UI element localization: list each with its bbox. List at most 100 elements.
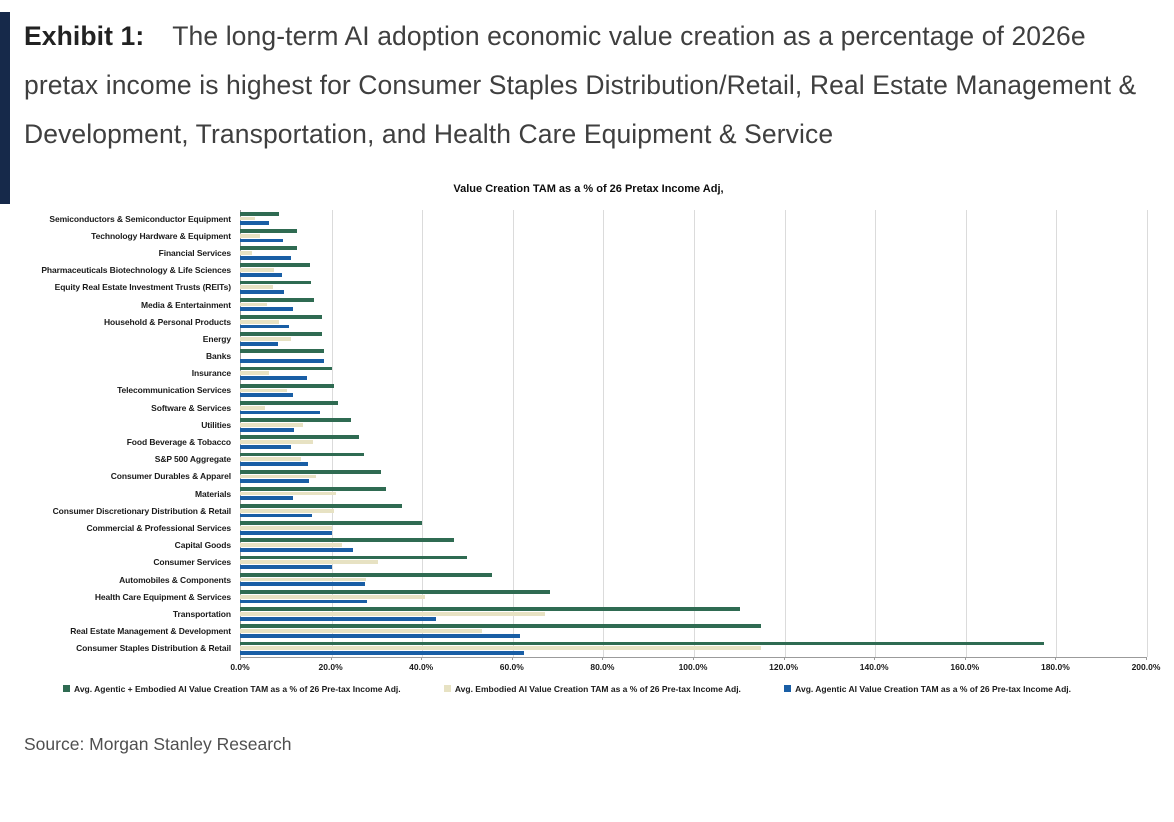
- bar-agentic-embodied: [240, 332, 322, 336]
- bar-agentic-embodied: [240, 297, 314, 302]
- bar-embodied: [240, 594, 425, 599]
- gridline: [1147, 210, 1148, 657]
- bar-row: Pharmaceuticals Biotechnology & Life Sci…: [30, 262, 1147, 279]
- bar-embodied: [240, 560, 378, 565]
- bar-group: [240, 554, 1146, 571]
- exhibit-header: Exhibit 1: The long-term AI adoption econ…: [0, 0, 1174, 204]
- bar-row: Household & Personal Products: [30, 313, 1147, 330]
- bar-agentic: [240, 410, 320, 415]
- x-tick-label: 140.0%: [859, 661, 889, 672]
- bar-row: Consumer Services: [30, 554, 1147, 571]
- bar-embodied: [240, 302, 268, 307]
- category-label: Banks: [205, 351, 231, 362]
- bar-agentic-embodied: [240, 435, 359, 440]
- category-label: Health Care Equipment & Services: [94, 591, 231, 602]
- category-label: Financial Services: [158, 247, 231, 258]
- category-label: Automobiles & Components: [119, 574, 231, 585]
- bar-row: Health Care Equipment & Services: [30, 588, 1147, 605]
- bar-agentic: [240, 273, 283, 277]
- legend-item-agentic: Avg. Agentic AI Value Creation TAM as a …: [784, 684, 1071, 694]
- bar-embodied: [240, 233, 260, 238]
- bar-embodied: [240, 337, 292, 341]
- bar-row: Banks: [30, 348, 1147, 365]
- bar-rows: Semiconductors & Semiconductor Equipment…: [30, 210, 1147, 657]
- x-tick-mark: [511, 656, 513, 660]
- x-tick-label: 120.0%: [769, 661, 799, 672]
- category-label: Consumer Staples Distribution & Retail: [76, 643, 231, 654]
- bar-agentic-embodied: [240, 452, 365, 457]
- x-tick-mark: [964, 656, 966, 660]
- bar-agentic-embodied: [240, 263, 310, 268]
- legend-label: Avg. Agentic AI Value Creation TAM as a …: [795, 683, 1071, 694]
- category-label: S&P 500 Aggregate: [154, 454, 231, 465]
- legend-item-embodied: Avg. Embodied AI Value Creation TAM as a…: [443, 684, 741, 694]
- exhibit-title: Exhibit 1: The long-term AI adoption econ…: [24, 12, 1154, 159]
- bar-embodied: [240, 405, 265, 410]
- x-tick-mark: [330, 656, 332, 660]
- bar-group: [240, 416, 1146, 433]
- bar-embodied: [240, 251, 252, 255]
- bar-group: [240, 605, 1146, 622]
- category-label: Consumer Durables & Apparel: [110, 471, 231, 482]
- bar-agentic-embodied: [240, 383, 334, 388]
- bar-row: Telecommunication Services: [30, 382, 1147, 399]
- bar-embodied: [240, 543, 343, 548]
- x-tick-mark: [1146, 656, 1147, 660]
- x-tick-label: 180.0%: [1040, 661, 1070, 672]
- category-label: Equity Real Estate Investment Trusts (RE…: [54, 282, 231, 293]
- bar-row: Insurance: [30, 365, 1147, 382]
- bar-group: [240, 262, 1146, 279]
- x-tick-label: 160.0%: [950, 661, 980, 672]
- bar-agentic: [240, 393, 293, 398]
- bar-embodied: [240, 457, 302, 462]
- bar-group: [240, 433, 1146, 450]
- bar-agentic: [240, 307, 293, 312]
- bar-agentic: [240, 376, 307, 380]
- x-tick-mark: [693, 656, 694, 660]
- category-label: Consumer Discretionary Distribution & Re…: [52, 505, 231, 516]
- bar-group: [240, 502, 1146, 519]
- bar-agentic: [240, 462, 308, 466]
- x-tick-label: 40.0%: [409, 661, 434, 672]
- bar-embodied: [240, 285, 274, 290]
- bar-group: [240, 244, 1146, 261]
- bar-embodied: [240, 491, 337, 496]
- x-tick-label: 80.0%: [590, 661, 615, 672]
- bar-row: Commercial & Professional Services: [30, 519, 1147, 536]
- bar-group: [240, 468, 1146, 485]
- bar-agentic-embodied: [240, 469, 382, 474]
- x-tick-mark: [783, 656, 785, 660]
- bar-agentic: [240, 616, 436, 621]
- bar-row: Consumer Durables & Apparel: [30, 468, 1147, 485]
- chart-title: Value Creation TAM as a % of 26 Pretax I…: [453, 183, 724, 195]
- bar-agentic-embodied: [240, 349, 325, 354]
- bar-agentic-embodied: [240, 211, 280, 216]
- category-label: Transportation: [172, 608, 231, 619]
- bar-agentic: [240, 427, 295, 432]
- bar-group: [240, 451, 1146, 468]
- x-tick-label: 100.0%: [678, 661, 708, 672]
- bar-agentic: [240, 444, 292, 449]
- bar-agentic: [240, 582, 366, 587]
- bar-group: [240, 382, 1146, 399]
- category-label: Semiconductors & Semiconductor Equipment: [49, 213, 231, 224]
- source-text: Source: Morgan Stanley Research: [24, 733, 292, 754]
- bar-agentic-embodied: [240, 315, 322, 319]
- bar-row: Consumer Discretionary Distribution & Re…: [30, 502, 1147, 519]
- bar-agentic-embodied: [240, 229, 297, 233]
- bar-embodied: [240, 440, 313, 444]
- bar-embodied: [240, 612, 546, 616]
- x-tick-label: 0.0%: [230, 661, 250, 672]
- bar-row: Consumer Staples Distribution & Retail: [30, 640, 1147, 657]
- bar-agentic: [240, 513, 313, 518]
- x-tick-mark: [874, 656, 876, 660]
- bar-embodied: [240, 646, 761, 651]
- bar-row: Automobiles & Components: [30, 571, 1147, 588]
- category-label: Consumer Services: [153, 557, 231, 568]
- bar-agentic: [240, 290, 285, 295]
- bar-chart: Value Creation TAM as a % of 26 Pretax I…: [30, 183, 1160, 694]
- bar-agentic: [240, 633, 520, 638]
- bar-agentic: [240, 496, 294, 501]
- exhibit-accent-bar: [0, 12, 10, 204]
- category-label: Insurance: [191, 368, 231, 379]
